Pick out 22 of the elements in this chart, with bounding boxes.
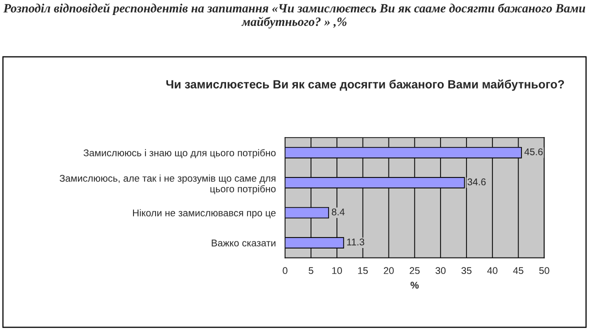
data-label: 11.3 [347, 238, 364, 246]
data-label: 45.6 [524, 148, 543, 156]
x-tick-label: 0 [282, 267, 288, 274]
x-tick-label: 40 [487, 267, 498, 274]
y-tick-label: Замислююсь і знаю що для цього потрібно [84, 149, 276, 158]
x-axis-title: % [410, 282, 419, 289]
x-tick-label: 30 [436, 267, 446, 274]
chart-title: Розподіл відповідей респондентів на запитання «Чи замислюєтесь Ви як сааме досягти бажаного Вами майбутнього? » ,% [3, 3, 586, 29]
y-tick-label: Ніколи не замислювався про це [133, 209, 276, 218]
x-tick-label: 20 [384, 267, 394, 274]
x-tick-label: 25 [410, 267, 420, 274]
x-tick-label: 5 [308, 267, 314, 274]
x-tick-label: 10 [332, 267, 342, 274]
data-label: 34.6 [468, 178, 486, 186]
data-label: 8.4 [332, 208, 345, 216]
chart-subtitle: Чи замислюєтесь Ви як саме досягти бажаного Вами майбутнього? [166, 80, 564, 91]
x-tick-label: 50 [539, 267, 550, 274]
x-tick-label: 35 [461, 267, 472, 274]
x-tick-label: 15 [358, 267, 368, 274]
y-tick-label: Важко сказати [212, 240, 276, 246]
y-tick-label: Замислююсь, але так і не зрозумів що саме для цього потрібно [60, 174, 276, 194]
x-tick-label: 45 [513, 267, 524, 274]
